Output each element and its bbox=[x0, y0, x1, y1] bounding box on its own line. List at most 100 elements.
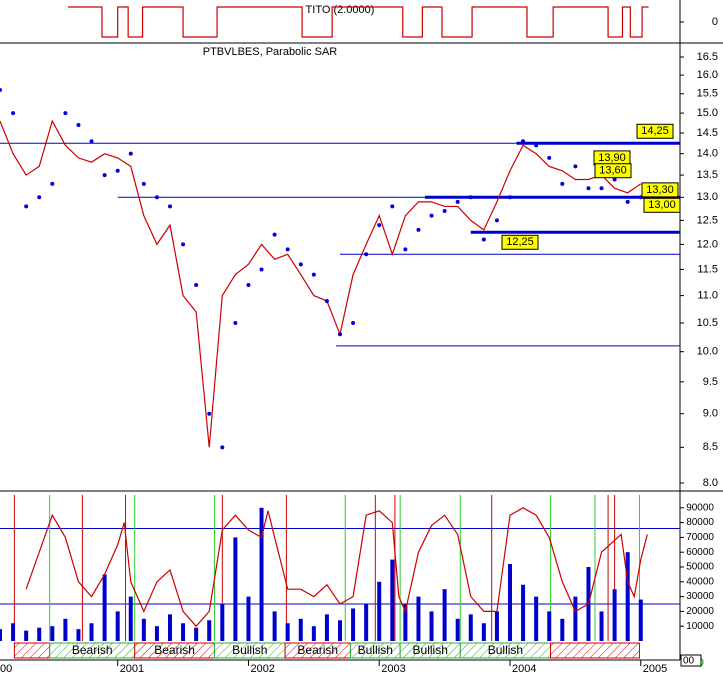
sar-dot bbox=[89, 139, 94, 144]
y-tick-label: 13.5 bbox=[697, 169, 718, 181]
corner-box bbox=[680, 654, 702, 667]
sar-dot bbox=[0, 88, 2, 93]
volume-bar bbox=[285, 623, 290, 641]
y-tick-label: 50000 bbox=[686, 562, 714, 573]
x-tick-label: 2004 bbox=[512, 663, 536, 675]
volume-bar bbox=[246, 596, 251, 641]
sar-dot bbox=[115, 168, 120, 173]
sar-dot bbox=[521, 139, 526, 144]
volume-bar bbox=[351, 608, 356, 641]
indicator-line bbox=[68, 6, 649, 38]
sar-dot bbox=[560, 181, 565, 186]
volume-bar bbox=[272, 611, 277, 641]
indicator-title: TITO (2.0000) bbox=[306, 4, 375, 16]
sar-dot bbox=[351, 320, 356, 325]
trend-label: Bullish bbox=[413, 643, 448, 657]
sar-dot bbox=[625, 199, 630, 204]
volume-bar bbox=[534, 596, 539, 641]
y-tick-label: 14.0 bbox=[697, 148, 718, 160]
trend-label: Bullish bbox=[488, 643, 523, 657]
level-label-box bbox=[636, 123, 674, 139]
sar-dot bbox=[416, 227, 421, 232]
sar-dot bbox=[494, 218, 499, 223]
sar-dot bbox=[599, 186, 604, 191]
level-label: 12,25 bbox=[506, 236, 534, 248]
volume-bar bbox=[11, 623, 16, 641]
volume-bar bbox=[573, 596, 578, 641]
sar-dot bbox=[612, 177, 617, 182]
sar-dot bbox=[429, 213, 434, 218]
sar-dot bbox=[37, 195, 42, 200]
volume-bar bbox=[481, 623, 486, 641]
y-tick-label: 8.5 bbox=[703, 441, 718, 453]
volume-bar bbox=[89, 623, 94, 641]
y-tick-label: 12.5 bbox=[697, 214, 718, 226]
y-tick-label: 20000 bbox=[686, 606, 714, 617]
level-label: 13,00 bbox=[648, 199, 676, 211]
y-tick-label: 11.0 bbox=[697, 290, 718, 302]
volume-bar bbox=[50, 626, 55, 641]
volume-bar bbox=[154, 626, 159, 641]
sar-dot bbox=[50, 181, 55, 186]
y-tick-label: 10000 bbox=[686, 621, 714, 632]
volume-bar bbox=[324, 614, 329, 641]
sar-dot bbox=[586, 186, 591, 191]
sar-dot bbox=[194, 282, 199, 287]
sar-dot bbox=[11, 111, 16, 116]
trend-label: Bearish bbox=[297, 643, 338, 657]
sar-dot bbox=[455, 199, 460, 204]
sar-dot bbox=[468, 195, 473, 200]
sar-dot bbox=[181, 242, 186, 247]
volume-bar bbox=[63, 618, 68, 641]
volume-bar bbox=[442, 589, 447, 641]
y-tick-label: 10.5 bbox=[697, 317, 718, 329]
volume-bar bbox=[547, 611, 552, 641]
volume-bar bbox=[24, 630, 29, 641]
oscillator-line bbox=[25, 507, 648, 628]
x-start-label: 00 bbox=[0, 663, 12, 675]
y-tick-label: 30000 bbox=[686, 591, 714, 602]
trend-region bbox=[13, 642, 51, 659]
volume-bar bbox=[141, 618, 146, 641]
y-tick-label: 60000 bbox=[686, 547, 714, 558]
sar-dot bbox=[285, 247, 290, 252]
chart-title: PTBVLBES, Parabolic SAR bbox=[203, 46, 338, 58]
y-tick-label: 15.5 bbox=[697, 88, 718, 100]
volume-bar bbox=[377, 581, 382, 641]
level-label: 13,30 bbox=[646, 184, 674, 196]
y-tick-label: 9.5 bbox=[703, 376, 718, 388]
trend-region bbox=[550, 642, 640, 659]
volume-bar bbox=[560, 618, 565, 641]
volume-bar bbox=[390, 559, 395, 641]
volume-bar bbox=[508, 564, 512, 641]
sar-dot bbox=[364, 252, 369, 257]
y-tick-label: 14.5 bbox=[697, 127, 718, 139]
y-tick-label: 16.5 bbox=[697, 51, 718, 63]
volume-bar bbox=[220, 604, 225, 641]
sar-dot bbox=[298, 262, 303, 267]
sar-dot bbox=[168, 204, 172, 209]
sar-dot bbox=[403, 247, 408, 252]
sar-dot bbox=[128, 151, 133, 156]
sar-dot bbox=[141, 181, 146, 186]
sar-dot bbox=[377, 223, 382, 228]
volume-bar bbox=[207, 620, 212, 641]
level-label-box bbox=[501, 234, 539, 250]
volume-bar bbox=[0, 629, 2, 641]
level-label: 13,90 bbox=[598, 152, 626, 164]
sar-dot bbox=[233, 320, 238, 325]
volume-bar bbox=[403, 604, 408, 641]
x-tick-label: 2001 bbox=[120, 663, 144, 675]
sar-dot bbox=[547, 155, 552, 160]
volume-bar bbox=[638, 599, 643, 641]
level-label: 14,25 bbox=[641, 125, 669, 137]
volume-bar bbox=[298, 618, 303, 641]
volume-bar bbox=[521, 584, 526, 641]
trend-label: Bearish bbox=[154, 643, 195, 657]
level-label-box bbox=[594, 163, 632, 179]
sar-dot bbox=[220, 445, 225, 450]
volume-bar bbox=[599, 611, 604, 641]
sar-dot bbox=[259, 267, 264, 272]
volume-bar bbox=[612, 589, 617, 641]
